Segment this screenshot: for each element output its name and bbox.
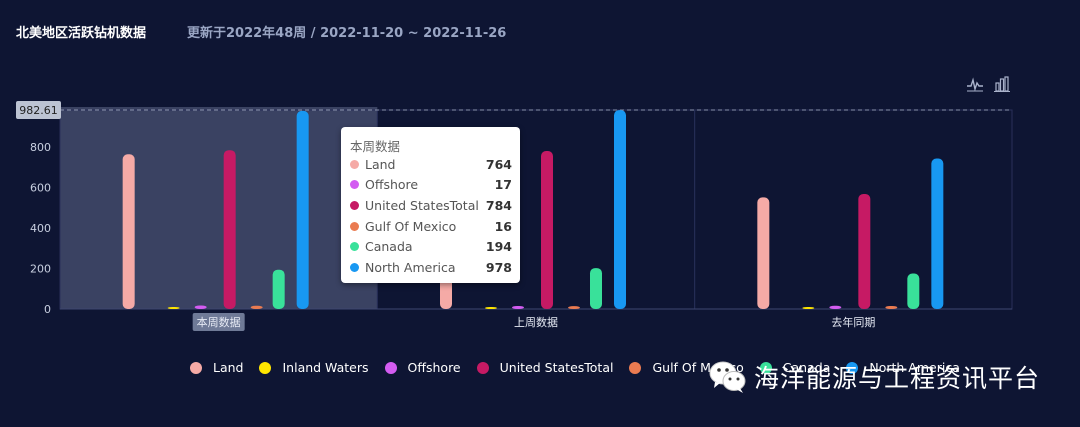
legend: Land Inland Waters Offshore United StatesTo… — [190, 360, 976, 375]
bar-offshore — [512, 305, 524, 309]
bar-inland-waters — [485, 307, 497, 309]
legend-marker — [846, 361, 859, 374]
tooltip-value: 764 — [485, 156, 512, 172]
y-tick-label: 600 — [30, 181, 51, 194]
tooltip-marker — [350, 159, 359, 169]
wechat-icon — [709, 361, 746, 393]
axis-pointer-label: 982.61 — [19, 104, 58, 117]
legend-item[interactable]: Inland Waters — [259, 360, 369, 375]
bar-offshore — [829, 305, 842, 309]
legend-marker — [629, 361, 642, 374]
chart-subtitle: 更新于2022年48周 / 2022-11-20 ~ 2022-11-26 — [187, 26, 507, 41]
legend-marker — [259, 361, 272, 374]
legend-item[interactable]: Land — [190, 360, 243, 375]
legend-label: United StatesTotal — [499, 360, 614, 375]
bar-canada — [272, 269, 285, 309]
tooltip-series-name: Land — [365, 156, 396, 172]
y-tick-label: 200 — [30, 262, 51, 275]
tooltip-marker — [350, 200, 359, 210]
x-tick-label: 去年同期 — [831, 315, 875, 329]
legend-label: Offshore — [407, 360, 461, 375]
tooltip-series-name: United StatesTotal — [365, 197, 479, 213]
legend-label: Inland Waters — [282, 360, 369, 375]
bar-united-statestotal — [858, 193, 871, 309]
y-tick-label: 0 — [44, 303, 51, 316]
tooltip: 本周数据 Land 764 Offshore 17 United StatesTotal… — [341, 127, 520, 283]
tooltip-row: Offshore 17 — [350, 175, 512, 195]
x-tick-label: 本周数据 — [197, 315, 241, 329]
legend-label: North America — [869, 360, 960, 375]
tooltip-series-name: Canada — [365, 239, 413, 255]
chart-title: 北美地区活跃钻机数据 — [16, 26, 147, 41]
bar-united-statestotal — [223, 150, 236, 309]
bar-canada — [590, 268, 602, 309]
tooltip-value: 194 — [485, 239, 512, 255]
line-chart-icon[interactable] — [966, 76, 984, 92]
bar-gulf-of-mexico — [568, 306, 580, 309]
tooltip-value: 16 — [494, 218, 512, 234]
tooltip-marker — [350, 242, 359, 252]
legend-marker — [759, 361, 772, 374]
tooltip-marker — [350, 180, 359, 190]
bar-canada — [907, 273, 920, 309]
tooltip-row: Gulf Of Mexico 16 — [350, 216, 512, 236]
tooltip-value: 17 — [494, 177, 512, 193]
bar-gulf-of-mexico — [250, 305, 263, 309]
bar-united-statestotal — [541, 151, 553, 309]
bar-chart-icon[interactable] — [994, 76, 1010, 92]
legend-item[interactable]: United StatesTotal — [476, 360, 614, 375]
tooltip-row: Canada 194 — [350, 237, 512, 257]
legend-label: Canada — [782, 360, 831, 375]
tooltip-value: 784 — [485, 197, 512, 213]
tooltip-row: United StatesTotal 784 — [350, 195, 512, 215]
legend-item[interactable]: Offshore — [384, 360, 461, 375]
legend-marker — [476, 361, 489, 374]
y-tick-label: 800 — [30, 141, 51, 154]
bar-land — [122, 154, 135, 309]
bar-north-america — [614, 110, 626, 309]
tooltip-value: 978 — [485, 260, 512, 275]
tooltip-title: 本周数据 — [350, 139, 401, 154]
tooltip-row: North America 978 — [350, 258, 512, 278]
bar-north-america — [296, 110, 309, 309]
legend-marker — [190, 361, 202, 374]
y-tick-label: 400 — [30, 222, 51, 235]
watermark: 海洋能源与工程资讯平台 — [708, 358, 1040, 396]
x-tick-label: 上周数据 — [514, 315, 558, 329]
bar-north-america — [931, 158, 944, 309]
bar-land — [757, 197, 770, 309]
legend-item[interactable]: North America — [846, 360, 960, 375]
legend-label: Land — [213, 360, 244, 375]
tooltip-series-name: Gulf Of Mexico — [365, 218, 457, 234]
tooltip-marker — [350, 263, 359, 272]
axis-pointer-box — [16, 101, 61, 119]
tooltip-row: Land 764 — [350, 154, 512, 174]
x-tick-highlight-box — [192, 313, 245, 331]
bar-inland-waters — [802, 307, 815, 309]
legend-marker — [384, 361, 397, 374]
bar-offshore — [194, 305, 207, 309]
tooltip-series-name: North America — [365, 260, 456, 275]
highlight-band — [60, 107, 378, 309]
toolbox — [966, 76, 1010, 92]
watermark-text: 海洋能源与工程资讯平台 — [754, 364, 1041, 393]
tooltip-marker — [350, 221, 359, 231]
legend-item[interactable]: Canada — [759, 360, 831, 375]
tooltip-series-name: Offshore — [365, 177, 419, 193]
bar-gulf-of-mexico — [885, 305, 898, 309]
bar-inland-waters — [167, 307, 180, 309]
